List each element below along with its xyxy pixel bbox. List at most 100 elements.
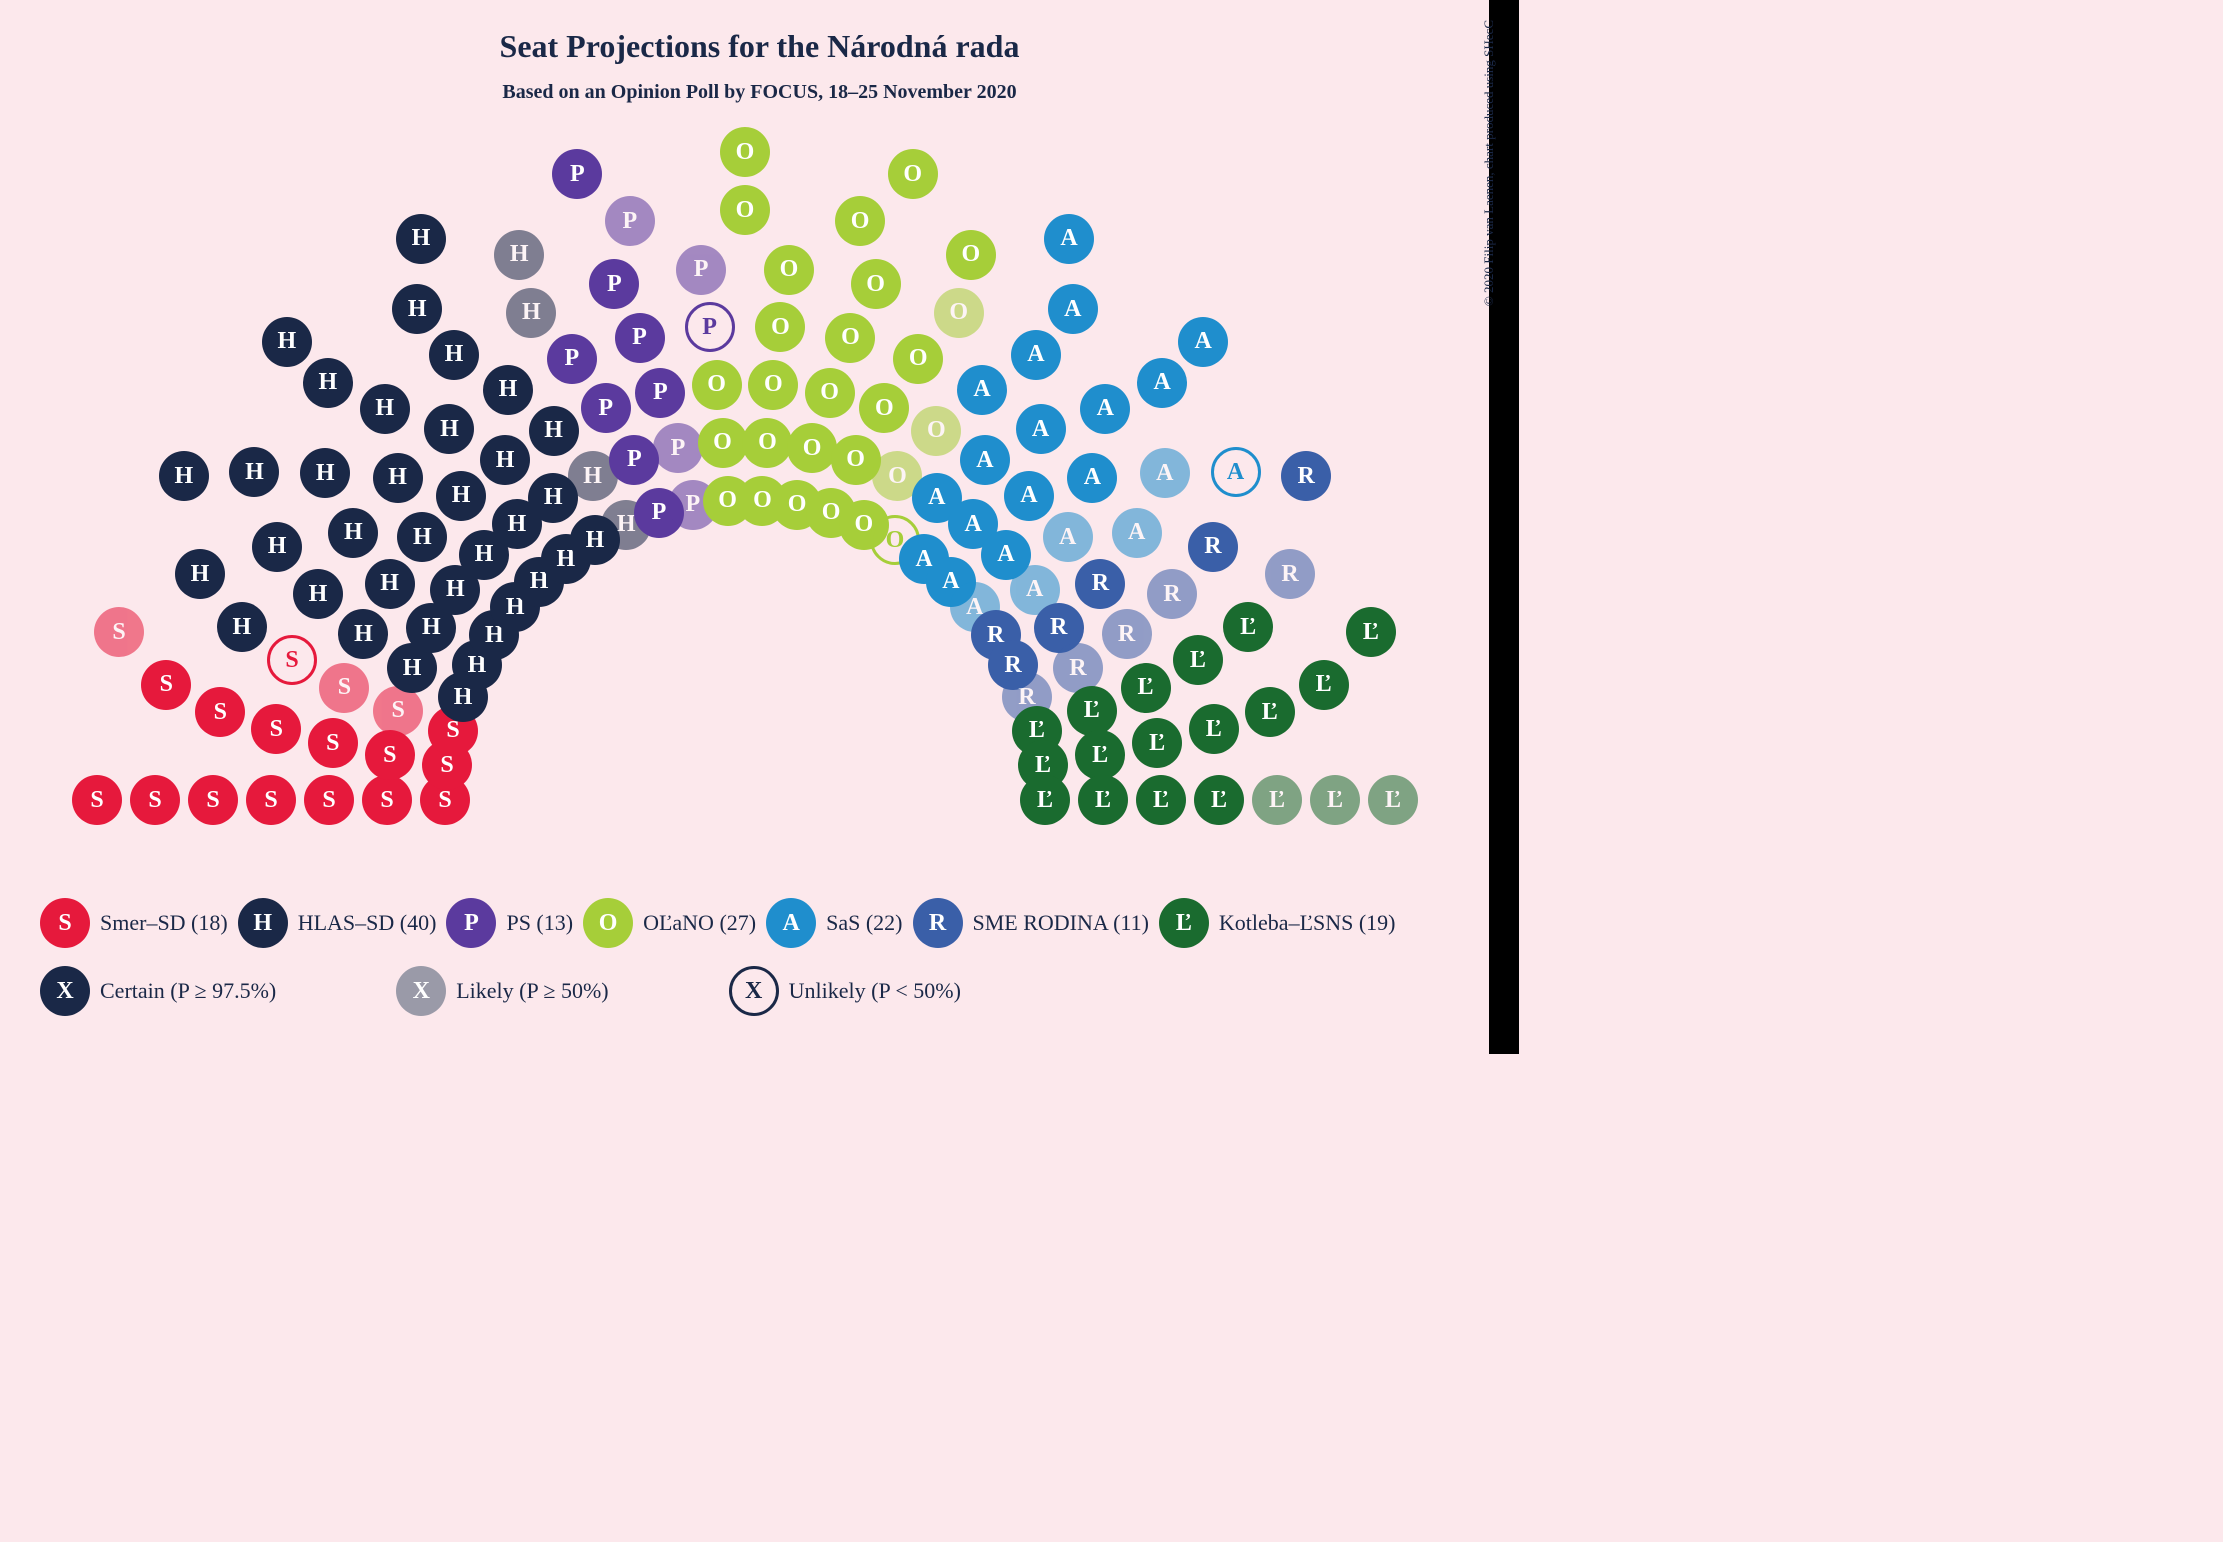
legend-item-R: RSME RODINA (11)	[913, 898, 1149, 948]
seat-H: H	[396, 214, 446, 264]
seat-P: P	[653, 423, 703, 473]
seat-O: O	[720, 127, 770, 177]
legend-label: HLAS–SD (40)	[298, 910, 437, 936]
seat-O: O	[911, 406, 961, 456]
seat-L: Ľ	[1020, 775, 1070, 825]
legend-label: OĽaNO (27)	[643, 910, 756, 936]
seat-O: O	[893, 334, 943, 384]
legend-label: PS (13)	[506, 910, 573, 936]
legend-item-S: SSmer–SD (18)	[40, 898, 228, 948]
seat-R: R	[1102, 609, 1152, 659]
seat-L: Ľ	[1075, 730, 1125, 780]
seat-P: P	[605, 196, 655, 246]
seat-O: O	[787, 423, 837, 473]
seat-P: P	[635, 368, 685, 418]
seat-S: S	[304, 775, 354, 825]
seat-A: A	[1011, 330, 1061, 380]
certainty-swatch: X	[729, 966, 779, 1016]
seat-L: Ľ	[1121, 663, 1171, 713]
seat-S: S	[195, 687, 245, 737]
certainty-legend-item: XCertain (P ≥ 97.5%)	[40, 966, 276, 1016]
seat-A: A	[1211, 447, 1261, 497]
certainty-label: Likely (P ≥ 50%)	[456, 978, 608, 1004]
seat-A: A	[1044, 214, 1094, 264]
seat-O: O	[692, 360, 742, 410]
seat-H: H	[300, 448, 350, 498]
seat-L: Ľ	[1252, 775, 1302, 825]
legend-swatch: S	[40, 898, 90, 948]
certainty-swatch: X	[396, 966, 446, 1016]
seat-L: Ľ	[1368, 775, 1418, 825]
seat-A: A	[1137, 358, 1187, 408]
seat-R: R	[1265, 549, 1315, 599]
seat-H: H	[293, 569, 343, 619]
seat-A: A	[960, 435, 1010, 485]
seat-R: R	[1147, 569, 1197, 619]
seat-S: S	[308, 718, 358, 768]
seat-H: H	[338, 609, 388, 659]
seat-H: H	[175, 549, 225, 599]
certainty-legend-row: XCertain (P ≥ 97.5%) X Likely (P ≥ 50%) XUn…	[40, 966, 1469, 1016]
legend-swatch: P	[446, 898, 496, 948]
seat-S: S	[373, 686, 423, 736]
certainty-legend-item: XUnlikely (P < 50%)	[729, 966, 961, 1016]
seat-P: P	[547, 334, 597, 384]
seat-R: R	[1075, 559, 1125, 609]
seat-H: H	[392, 284, 442, 334]
seat-H: H	[483, 365, 533, 415]
seat-H: H	[360, 384, 410, 434]
seat-H: H	[494, 230, 544, 280]
seat-A: A	[1004, 471, 1054, 521]
legend-swatch: A	[766, 898, 816, 948]
seat-H: H	[529, 406, 579, 456]
seat-A: A	[1080, 384, 1130, 434]
seat-O: O	[859, 383, 909, 433]
seat-A: A	[1048, 284, 1098, 334]
seat-L: Ľ	[1078, 775, 1128, 825]
seat-L: Ľ	[1132, 718, 1182, 768]
seat-H: H	[365, 559, 415, 609]
seat-H: H	[429, 330, 479, 380]
legend-swatch: O	[583, 898, 633, 948]
seat-S: S	[94, 607, 144, 657]
seat-H: H	[303, 358, 353, 408]
seat-O: O	[764, 245, 814, 295]
seat-S: S	[188, 775, 238, 825]
seat-P: P	[609, 435, 659, 485]
seat-L: Ľ	[1189, 704, 1239, 754]
seat-L: Ľ	[1173, 635, 1223, 685]
seat-H: H	[262, 317, 312, 367]
seat-R: R	[1281, 451, 1331, 501]
seat-P: P	[685, 302, 735, 352]
seat-S: S	[72, 775, 122, 825]
seat-L: Ľ	[1067, 686, 1117, 736]
seat-H: H	[506, 288, 556, 338]
seat-L: Ľ	[1223, 602, 1273, 652]
seat-O: O	[805, 368, 855, 418]
seat-H: H	[480, 435, 530, 485]
seat-S: S	[362, 775, 412, 825]
legend-label: SME RODINA (11)	[973, 910, 1149, 936]
seat-P: P	[676, 245, 726, 295]
seat-S: S	[246, 775, 296, 825]
seat-A: A	[957, 365, 1007, 415]
legend-item-L: ĽKotleba–ĽSNS (19)	[1159, 898, 1396, 948]
seat-A: A	[1067, 453, 1117, 503]
legend-item-H: HHLAS–SD (40)	[238, 898, 437, 948]
hemicycle-chart: SSSSSSSSSSSSSSSSSSHHHHHHHHHHHHHHHHHHHHHH…	[0, 120, 1489, 820]
seat-R: R	[1188, 522, 1238, 572]
seat-A: A	[1178, 317, 1228, 367]
seat-L: Ľ	[1346, 607, 1396, 657]
seat-A: A	[1140, 448, 1190, 498]
legend-label: Kotleba–ĽSNS (19)	[1219, 910, 1396, 936]
legend-item-A: A SaS (22)	[766, 898, 902, 948]
legend-label: SaS (22)	[826, 910, 902, 936]
seat-H: H	[217, 602, 267, 652]
seat-P: P	[552, 149, 602, 199]
seat-S: S	[141, 660, 191, 710]
seat-H: H	[229, 447, 279, 497]
seat-H: H	[436, 471, 486, 521]
seat-L: Ľ	[1310, 775, 1360, 825]
seat-A: A	[1112, 508, 1162, 558]
seat-H: H	[373, 453, 423, 503]
